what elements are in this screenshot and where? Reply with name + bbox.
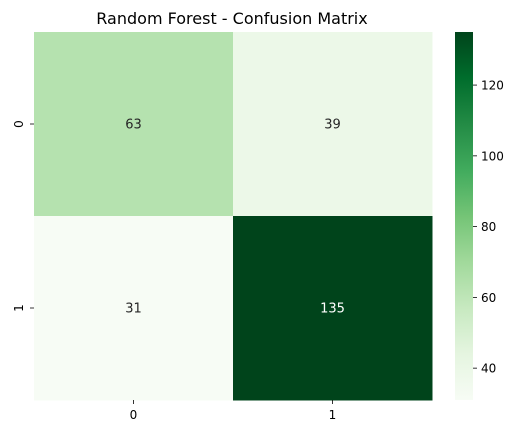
colorbar-tick-label: 80 xyxy=(481,220,496,234)
cell-value-label: 31 xyxy=(125,302,142,317)
colorbar-tick-label: 60 xyxy=(481,291,496,305)
colorbar-tick-label: 120 xyxy=(481,79,504,93)
x-tick-label: 0 xyxy=(130,408,138,422)
x-tick-label: 1 xyxy=(329,408,337,422)
heatmap-cell xyxy=(34,216,234,401)
heatmap-cells: 63 39 31 135 xyxy=(34,32,433,401)
heatmap-cell xyxy=(34,32,234,217)
colorbar-tick-label: 100 xyxy=(481,149,504,163)
cell-value-label: 63 xyxy=(125,118,142,133)
colorbar-gradient xyxy=(455,32,473,400)
colorbar: 40 60 80 100 120 xyxy=(455,32,504,400)
cell-value-label: 135 xyxy=(320,302,345,317)
colorbar-tick-label: 40 xyxy=(481,362,496,376)
heatmap-cell xyxy=(233,216,433,401)
y-tick-label: 1 xyxy=(12,304,26,312)
y-axis: 01 xyxy=(12,120,34,312)
chart-title: Random Forest - Confusion Matrix xyxy=(96,9,367,28)
heatmap-cell xyxy=(233,32,433,217)
y-tick-label: 0 xyxy=(12,120,26,128)
cell-value-label: 39 xyxy=(324,118,341,133)
